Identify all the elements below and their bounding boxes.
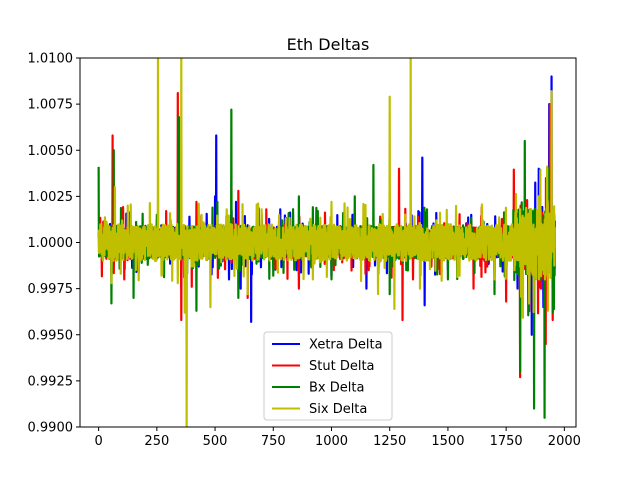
legend-label: Six Delta — [309, 402, 367, 417]
x-tick-label: 0 — [94, 434, 102, 449]
y-tick-label: 0.9975 — [28, 282, 74, 297]
x-tick-label: 250 — [144, 434, 169, 449]
y-tick-label: 0.9950 — [28, 328, 74, 343]
x-tick-label: 1000 — [315, 434, 348, 449]
x-tick-label: 1500 — [431, 434, 464, 449]
y-tick-label: 0.9900 — [28, 421, 74, 436]
y-tick-label: 1.0025 — [28, 190, 74, 205]
y-tick-label: 1.0000 — [28, 236, 74, 251]
y-tick-label: 1.0075 — [28, 98, 74, 113]
y-tick-label: 1.0100 — [28, 52, 74, 67]
chart-title: Eth Deltas — [287, 35, 370, 54]
legend-label: Stut Delta — [309, 359, 375, 374]
x-axis: 0 250 500 750 1000 1250 1500 1750 2000 — [94, 427, 581, 449]
series-layer — [97, 58, 556, 427]
legend-label: Bx Delta — [309, 381, 364, 396]
x-tick-label: 750 — [261, 434, 286, 449]
y-axis: 0.9900 0.9925 0.9950 0.9975 1.0000 1.0025 1.00… — [28, 52, 80, 436]
x-tick-label: 500 — [203, 434, 228, 449]
legend: Xetra Delta Stut Delta Bx Delta Six Delta — [263, 331, 393, 421]
series-line-3 — [97, 58, 556, 427]
x-tick-label: 1750 — [490, 434, 523, 449]
x-tick-label: 2000 — [548, 434, 581, 449]
legend-box — [263, 331, 393, 421]
x-tick-label: 1250 — [373, 434, 406, 449]
y-tick-label: 0.9925 — [28, 374, 74, 389]
legend-label: Xetra Delta — [309, 338, 383, 353]
y-tick-label: 1.0050 — [28, 144, 74, 159]
series-line-0 — [97, 75, 556, 336]
